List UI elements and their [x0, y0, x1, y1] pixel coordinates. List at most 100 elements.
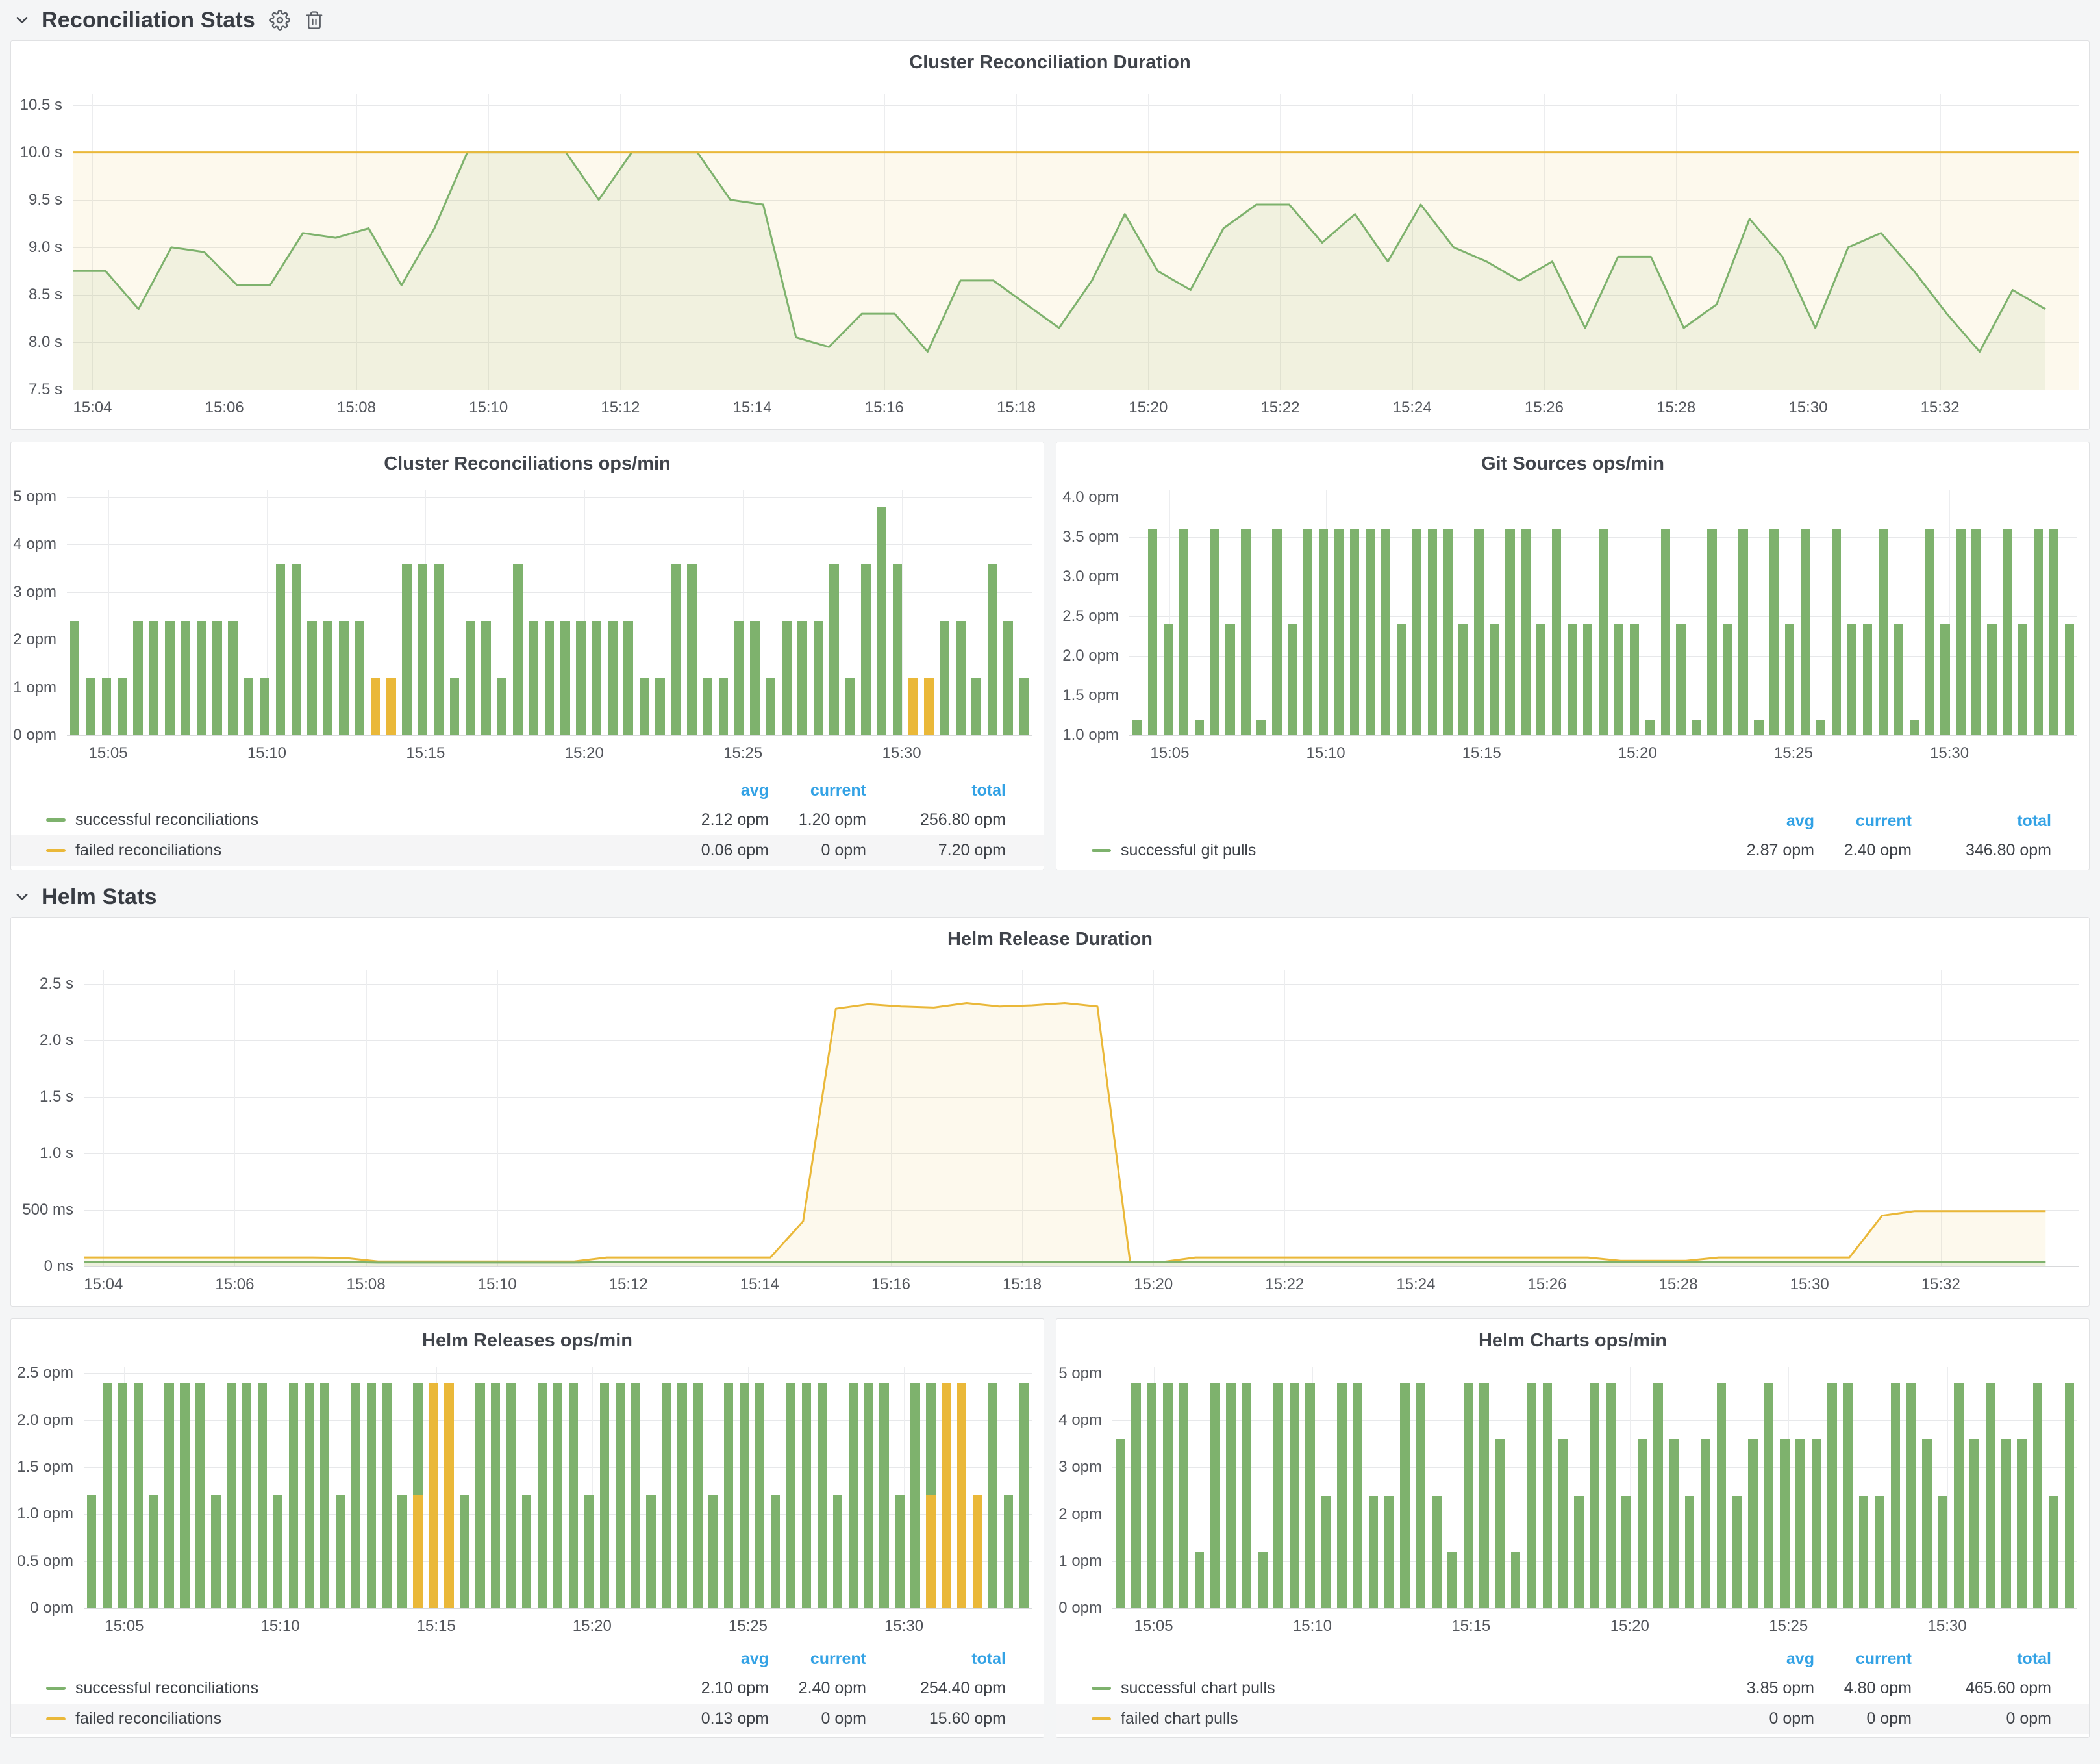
y-axis-label: 4.0 opm — [1062, 488, 1119, 507]
bar-successful — [1225, 624, 1235, 735]
bar-successful — [1925, 529, 1934, 735]
bar-successful — [1365, 529, 1375, 735]
x-axis-label: 15:30 — [1788, 399, 1828, 416]
bar-successful — [339, 620, 349, 735]
bar-failed — [973, 1495, 982, 1608]
legend-label[interactable]: successful git pulls — [1121, 841, 1256, 859]
bar-successful — [755, 1382, 765, 1608]
legend-col-total[interactable]: total — [2017, 1649, 2051, 1668]
gear-icon[interactable] — [269, 10, 290, 31]
plot-area[interactable] — [84, 1367, 1032, 1609]
y-axis-label: 1 opm — [1058, 1552, 1102, 1570]
bar-successful — [1637, 1439, 1647, 1608]
legend-row[interactable]: failed reconciliations 0.13 opm 0 opm 15… — [11, 1704, 1044, 1734]
legend-col-avg[interactable]: avg — [1786, 811, 1814, 830]
section-header-reconciliation-stats[interactable]: Reconciliation Stats — [0, 0, 2100, 40]
legend-row[interactable]: failed reconciliations 0.06 opm 0 opm 7.… — [11, 835, 1044, 866]
bar-successful — [770, 1495, 781, 1608]
legend-avg: 3.85 opm — [1746, 1679, 1814, 1697]
panel-title[interactable]: Helm Charts ops/min — [1478, 1330, 1668, 1351]
legend-label[interactable]: successful reconciliations — [75, 811, 259, 829]
legend-row[interactable]: failed chart pulls 0 opm 0 opm 0 opm — [1056, 1704, 2089, 1734]
plot-area[interactable] — [84, 970, 2079, 1267]
bar-successful — [1971, 529, 1981, 735]
legend-label[interactable]: successful reconciliations — [75, 1679, 259, 1697]
bar-successful — [615, 1382, 625, 1608]
bar-successful — [449, 677, 460, 735]
legend-label[interactable]: failed chart pulls — [1121, 1709, 1238, 1728]
bar-successful — [1412, 529, 1421, 735]
legend-col-current[interactable]: current — [1855, 811, 1912, 830]
legend-label[interactable]: successful chart pulls — [1121, 1679, 1275, 1697]
section-header-helm-stats[interactable]: Helm Stats — [0, 877, 2100, 917]
bar-successful — [1953, 1383, 1964, 1608]
bar-successful — [1590, 1383, 1600, 1608]
panel-title[interactable]: Git Sources ops/min — [1481, 453, 1664, 474]
plot-area[interactable] — [73, 94, 2079, 390]
bar-successful — [181, 620, 190, 735]
series-dash-icon — [46, 1687, 66, 1690]
bar-successful — [1614, 624, 1624, 735]
bar-successful — [1676, 624, 1686, 735]
bar-successful — [275, 563, 286, 735]
plot-area[interactable] — [1129, 490, 2077, 736]
gridline-h — [73, 342, 2079, 343]
y-axis-label: 10.0 s — [19, 143, 62, 161]
legend-avg: 2.87 opm — [1746, 841, 1814, 859]
legend-row[interactable]: successful git pulls 2.87 opm 2.40 opm 3… — [1056, 835, 2089, 866]
legend-col-current[interactable]: current — [810, 781, 866, 800]
bar-successful — [1985, 1383, 1995, 1608]
legend-row[interactable]: successful reconciliations 2.10 opm 2.40… — [11, 1673, 1044, 1704]
legend-label[interactable]: failed reconciliations — [75, 841, 222, 859]
bar-successful — [2033, 529, 2044, 735]
bar-successful — [1319, 529, 1329, 735]
gridline-v — [620, 94, 621, 390]
bar-failed — [413, 1495, 423, 1608]
bar-successful — [987, 563, 997, 735]
gridline-h — [84, 1096, 2079, 1098]
x-axis-label: 15:25 — [723, 744, 763, 762]
bar-failed — [908, 677, 918, 735]
bar-successful — [1132, 719, 1142, 735]
trash-icon[interactable] — [305, 10, 324, 30]
bar-successful — [1510, 1552, 1521, 1608]
panel-title[interactable]: Helm Release Duration — [947, 929, 1153, 950]
legend-col-total[interactable]: total — [971, 1649, 1006, 1668]
legend-col-current[interactable]: current — [1855, 1649, 1912, 1668]
bar-successful — [1019, 677, 1029, 735]
panel-title[interactable]: Helm Releases ops/min — [422, 1330, 632, 1351]
bar-successful — [576, 620, 586, 735]
legend-col-total[interactable]: total — [2017, 811, 2051, 830]
bar-successful — [860, 563, 871, 735]
y-axis-label: 5 opm — [1058, 1364, 1102, 1382]
line-series — [73, 94, 2079, 390]
legend-label[interactable]: failed reconciliations — [75, 1709, 222, 1728]
bar-successful — [1795, 1439, 1805, 1608]
legend-col-avg[interactable]: avg — [1786, 1649, 1814, 1668]
bar-successful — [1875, 1495, 1884, 1608]
gridline-v — [92, 94, 94, 390]
bar-successful — [475, 1382, 485, 1608]
panel-title[interactable]: Cluster Reconciliations ops/min — [384, 453, 671, 474]
legend-row[interactable]: successful chart pulls 3.85 opm 4.80 opm… — [1056, 1673, 2089, 1704]
panel-title[interactable]: Cluster Reconciliation Duration — [909, 52, 1191, 73]
bar-successful — [1353, 1383, 1362, 1608]
plot-area[interactable] — [1112, 1367, 2077, 1609]
legend-col-current[interactable]: current — [810, 1649, 866, 1668]
legend-col-avg[interactable]: avg — [740, 781, 769, 800]
y-axis-label: 0 opm — [13, 726, 56, 744]
legend-total: 7.20 opm — [938, 841, 1006, 859]
plot-area[interactable] — [67, 490, 1032, 736]
x-axis-label: 15:05 — [105, 1617, 144, 1635]
bar-successful — [877, 506, 886, 735]
bar-successful — [1272, 529, 1282, 735]
legend-col-total[interactable]: total — [971, 781, 1006, 800]
bar-successful — [382, 1382, 392, 1608]
gridline-v — [1947, 1367, 1948, 1608]
legend-col-avg[interactable]: avg — [740, 1649, 769, 1668]
x-axis-label: 15:10 — [477, 1276, 517, 1293]
y-axis-label: 3 opm — [1058, 1458, 1102, 1476]
gridline-v — [1284, 970, 1286, 1266]
legend-row[interactable]: successful reconciliations 2.12 opm 1.20… — [11, 805, 1044, 835]
y-axis-label: 2.0 opm — [17, 1411, 73, 1429]
